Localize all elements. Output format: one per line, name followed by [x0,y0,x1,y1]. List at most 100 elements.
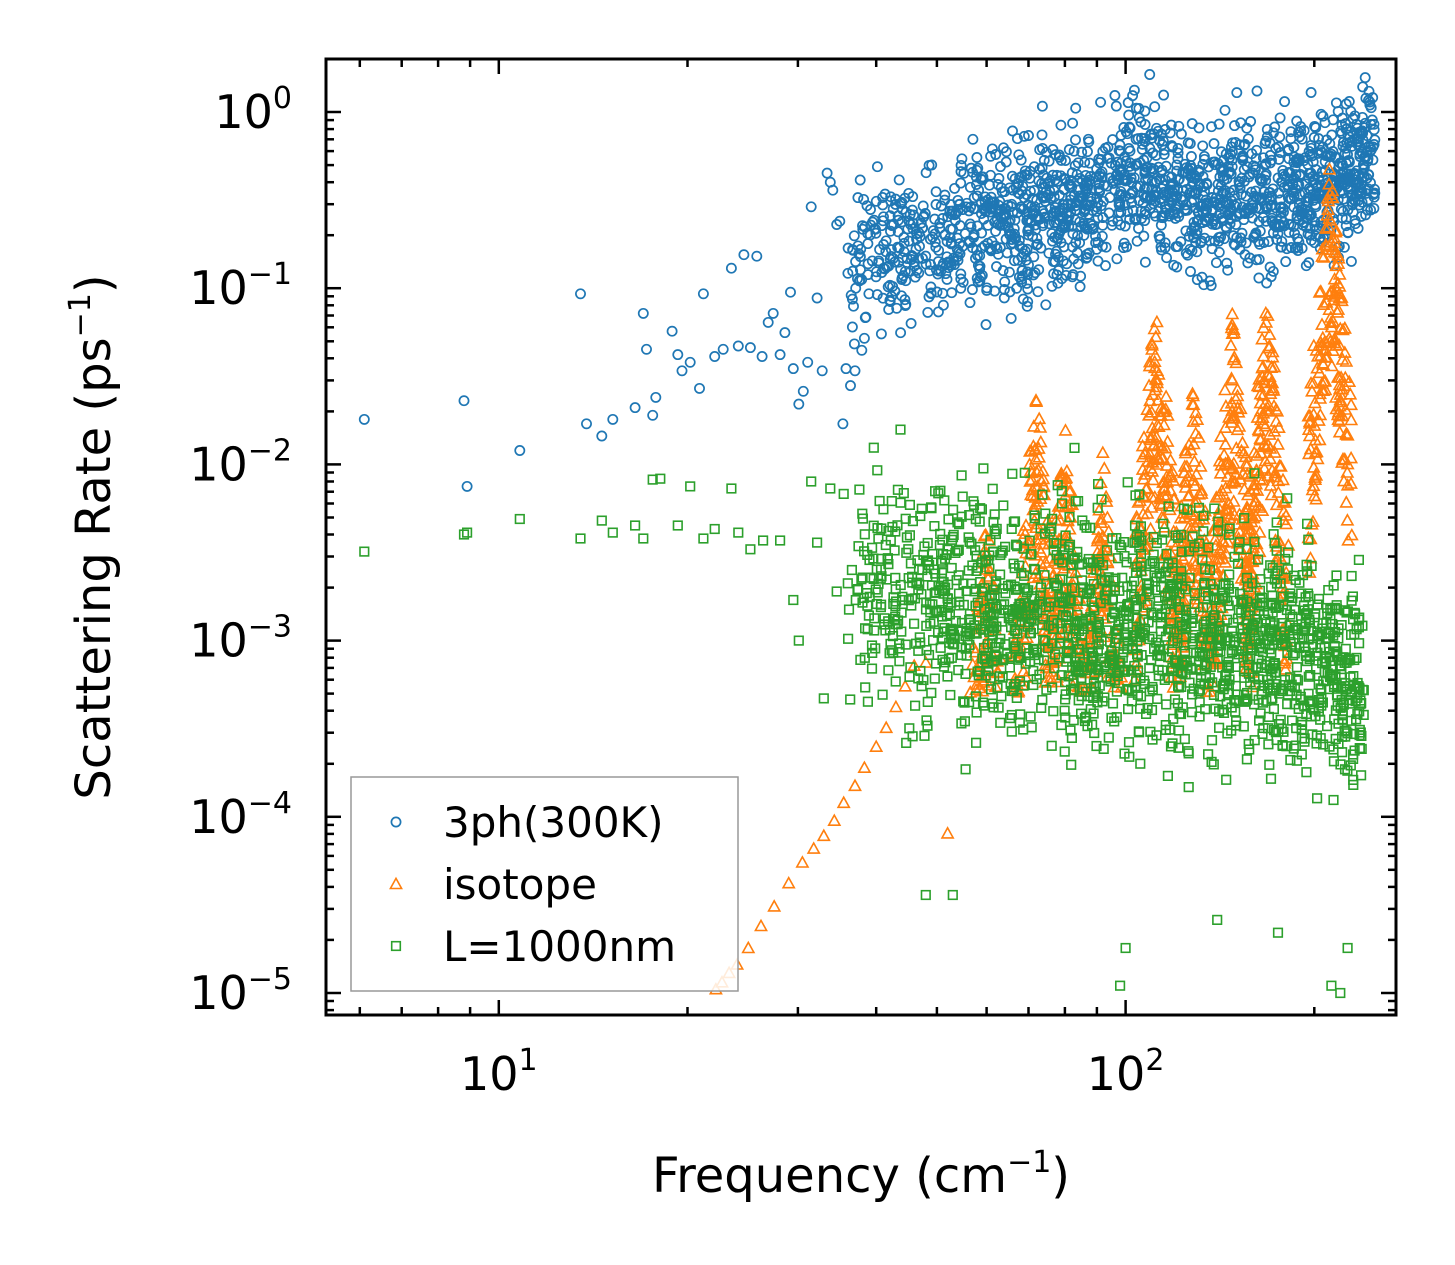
data-point-square [960,630,971,641]
data-point-square [1139,624,1150,635]
data-point-circle [895,197,907,209]
data-point-circle [1084,157,1096,169]
data-point-square [1206,735,1218,746]
data-point-triangle [1302,428,1317,442]
data-point-triangle [869,739,884,753]
data-point-square [1263,739,1274,750]
data-point-square [1133,726,1144,737]
data-point-square [904,530,915,541]
data-point-square [514,513,525,525]
data-point-square [1173,680,1184,691]
data-point-square [1024,616,1035,628]
data-point-circle [1124,213,1136,225]
data-point-circle [1336,158,1348,170]
data-point-square [936,557,948,568]
data-point-circle [1003,266,1015,278]
data-point-square [1244,744,1255,755]
data-point-circle [1040,299,1052,311]
data-point-circle [1090,230,1101,242]
data-point-circle [1047,144,1059,155]
data-point-circle [1009,232,1021,244]
data-point-square [1163,652,1174,663]
data-point-square [1302,518,1313,529]
data-point-circle [1307,156,1319,168]
data-point-triangle [1240,500,1254,513]
data-point-square [1056,670,1067,681]
data-point-square [757,535,769,546]
data-point-square [1194,646,1205,657]
data-point-square [894,656,905,667]
data-point-triangle [1264,359,1279,373]
data-point-circle [1285,219,1297,231]
data-point-square [1060,610,1071,621]
data-point-square [1183,746,1194,757]
data-point-circle [1185,266,1196,277]
data-point-triangle [1153,438,1168,452]
data-point-square [1066,759,1077,770]
data-point-triangle [1229,355,1244,369]
data-point-circle [1235,232,1247,244]
data-point-circle [1197,140,1209,152]
data-point-square [1091,564,1102,576]
data-point-square [997,672,1008,683]
data-point-circle [1132,133,1144,145]
data-point-circle [954,220,966,232]
data-point-circle [875,328,887,340]
data-point-circle [1198,150,1210,162]
data-point-circle [939,189,951,201]
data-point-circle [1111,173,1123,185]
data-point-circle [1199,214,1211,226]
data-point-circle [977,203,989,215]
data-point-triangle [1190,494,1205,507]
data-point-circle [973,184,985,196]
data-point-circle [1112,215,1124,227]
data-point-square [1135,672,1146,684]
data-point-triangle [1230,382,1245,395]
data-point-square [922,537,933,549]
data-point-circle [1156,212,1168,224]
data-point-square [930,568,941,579]
data-point-square [1109,660,1120,671]
data-point-circle [1175,236,1187,248]
data-point-square [946,534,958,545]
data-point-circle [1087,205,1099,216]
data-point-square [1221,669,1232,680]
data-point-triangle [1191,430,1206,443]
data-point-triangle [1156,475,1170,488]
data-point-square [1207,623,1218,634]
data-point-square [1040,635,1051,646]
data-point-square [868,573,879,584]
data-point-triangle [1225,306,1240,320]
data-point-triangle [1147,354,1162,368]
data-point-square [936,573,947,584]
data-point-circle [1363,140,1374,152]
data-point-circle [1115,166,1127,178]
data-point-circle [955,282,967,294]
data-point-triangle [1318,349,1333,363]
data-point-square [1057,557,1068,568]
data-point-circle [1257,212,1269,224]
data-point-square [359,546,370,557]
data-point-circle [1325,148,1337,160]
data-point-square [1239,696,1250,707]
data-point-square [1129,520,1141,531]
data-point-triangle [1036,479,1051,493]
data-point-square [1316,700,1327,711]
data-point-square [1156,608,1168,619]
data-point-square [1348,670,1359,682]
data-point-triangle [1060,498,1075,512]
data-point-circle [1320,150,1332,161]
data-point-square [995,633,1006,644]
data-point-square [1063,646,1074,658]
data-point-square [1202,602,1213,613]
data-point-circle [581,418,592,430]
data-point-square [1338,697,1349,708]
data-point-triangle [1148,348,1163,361]
data-point-circle [862,238,874,250]
data-point-triangle [1135,462,1150,475]
data-point-circle [837,418,849,430]
data-point-square [936,567,948,578]
data-point-circle [1309,120,1321,132]
data-point-triangle [1224,396,1239,409]
data-point-circle [1034,144,1046,156]
